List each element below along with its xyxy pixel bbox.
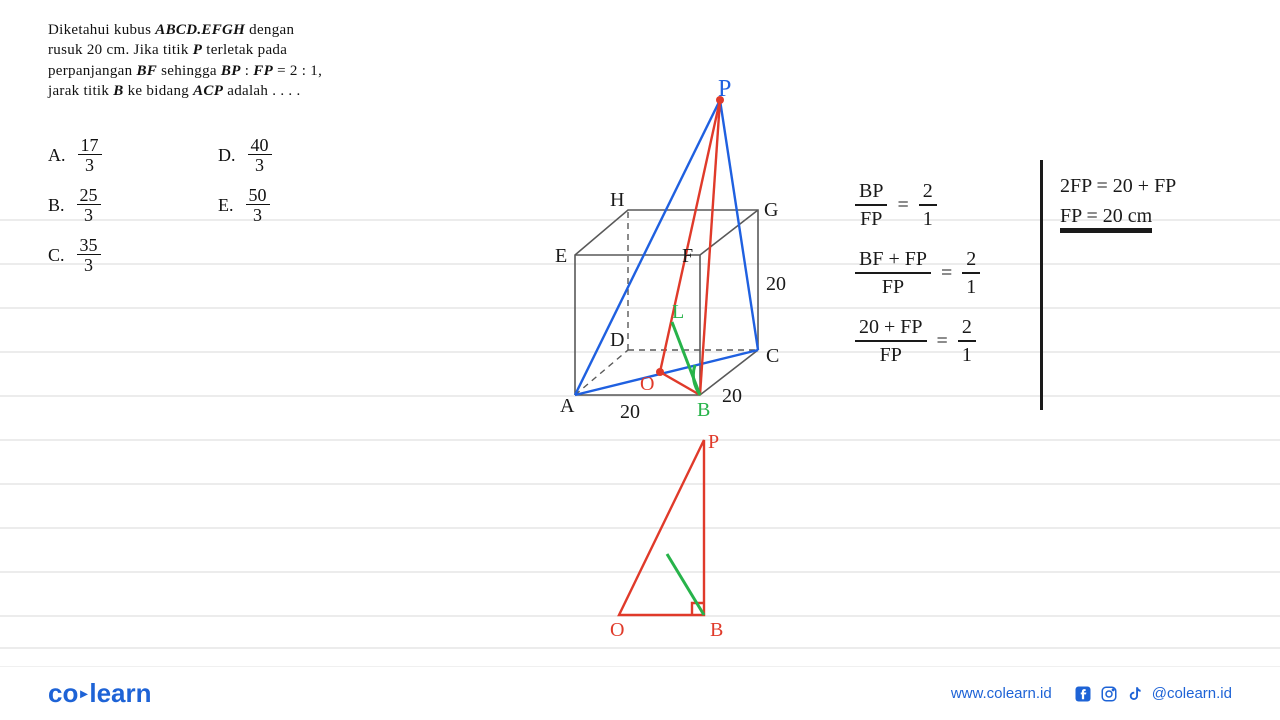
hw-eq: =: [897, 194, 908, 216]
tri-P: P: [708, 431, 719, 453]
brand-co: co: [48, 678, 78, 709]
instagram-icon: [1100, 685, 1118, 703]
facebook-icon: [1074, 685, 1092, 703]
hw2-num: BF + FP: [855, 248, 931, 274]
footer: co▸learn www.colearn.id @colearn.id: [0, 666, 1280, 720]
hw-eq: =: [941, 262, 952, 284]
hw3-rden: 1: [962, 342, 972, 366]
hw1-rnum: 2: [919, 180, 937, 206]
tri-B: B: [710, 619, 723, 641]
footer-url: www.colearn.id: [951, 685, 1052, 702]
hw2-den: FP: [882, 274, 904, 298]
hw1-num: BP: [855, 180, 887, 206]
hw3-den: FP: [880, 342, 902, 366]
hw3-num: 20 + FP: [855, 316, 927, 342]
social-icons: @colearn.id: [1074, 685, 1232, 703]
brand-logo: co▸learn: [48, 678, 152, 709]
tri-O: O: [610, 619, 624, 641]
handwriting-block: BPFP = 21 BF + FPFP = 21 20 + FPFP = 21: [855, 180, 980, 366]
hw2-rnum: 2: [962, 248, 980, 274]
handwriting-divider: [1040, 160, 1043, 410]
brand-learn: learn: [89, 678, 151, 709]
footer-right: www.colearn.id @colearn.id: [951, 685, 1232, 703]
brand-triangle-icon: ▸: [80, 685, 87, 702]
hw1-den: FP: [860, 206, 882, 230]
tiktok-icon: [1126, 685, 1144, 703]
handwriting-block-right: 2FP = 20 + FP FP = 20 cm: [1060, 175, 1176, 227]
hw-eq: =: [937, 330, 948, 352]
triangle-diagram: O B P: [0, 0, 1280, 720]
footer-handle: @colearn.id: [1152, 685, 1232, 702]
hw1-rden: 1: [923, 206, 933, 230]
hw2-rden: 1: [966, 274, 976, 298]
hw3-rnum: 2: [958, 316, 976, 342]
hw5: FP = 20 cm: [1060, 205, 1152, 230]
hw4: 2FP = 20 + FP: [1060, 175, 1176, 197]
